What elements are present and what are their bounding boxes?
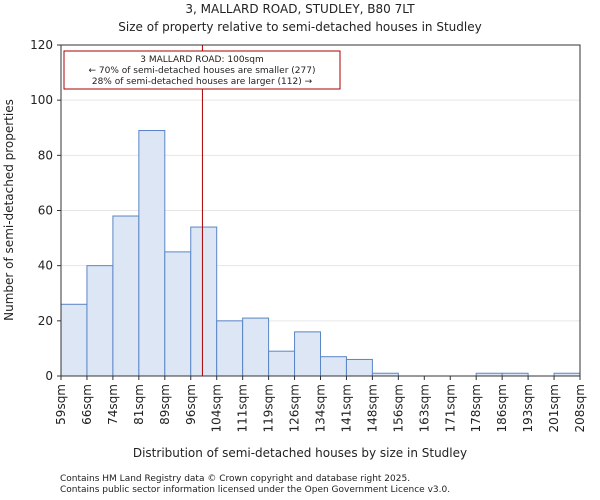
y-tick-label-80: 80 — [38, 148, 53, 162]
annotation-line-1: 3 MALLARD ROAD: 100sqm — [140, 55, 263, 65]
x-tick-label-66sqm: 66sqm — [80, 384, 94, 425]
x-tick-label-148sqm: 148sqm — [365, 384, 379, 432]
bar-141sqm — [345, 358, 373, 377]
x-tick-label-126sqm: 126sqm — [288, 384, 302, 432]
x-tick-label-81sqm: 81sqm — [132, 384, 146, 425]
bar-66sqm — [86, 265, 114, 377]
chart-subtitle: Size of property relative to semi-detach… — [118, 20, 481, 34]
x-tick-label-208sqm: 208sqm — [573, 384, 587, 432]
bars — [60, 130, 581, 377]
x-tick-label-111sqm: 111sqm — [236, 384, 250, 432]
bar-119sqm — [268, 350, 296, 377]
y-tick-label-60: 60 — [38, 204, 53, 218]
footer-line-1: Contains HM Land Registry data © Crown c… — [60, 474, 410, 484]
y-tick-label-0: 0 — [45, 369, 53, 383]
annotation-box: 3 MALLARD ROAD: 100sqm ← 70% of semi-det… — [63, 50, 341, 90]
annotation-frame — [63, 50, 341, 90]
x-tick-label-96sqm: 96sqm — [184, 384, 198, 425]
annotation-line-3: 28% of semi-detached houses are larger (… — [92, 77, 313, 87]
x-tick-label-156sqm: 156sqm — [391, 384, 405, 432]
footer-line-2: Contains public sector information licen… — [60, 485, 450, 495]
x-tick-label-59sqm: 59sqm — [54, 384, 68, 425]
bar-89sqm — [164, 251, 192, 377]
x-tick-label-141sqm: 141sqm — [339, 384, 353, 432]
x-tick-label-134sqm: 134sqm — [314, 384, 328, 432]
y-axis-ticks: 0 20 40 60 80 100 120 — [30, 38, 61, 383]
plot-frame — [60, 44, 581, 377]
x-tick-label-163sqm: 163sqm — [417, 384, 431, 432]
y-tick-label-120: 120 — [30, 38, 53, 52]
x-tick-label-186sqm: 186sqm — [495, 384, 509, 432]
annotation-line-2: ← 70% of semi-detached houses are smalle… — [89, 66, 316, 76]
x-tick-label-171sqm: 171sqm — [443, 384, 457, 432]
bar-81sqm — [138, 130, 166, 377]
bar-74sqm — [112, 215, 140, 377]
chart-title: 3, MALLARD ROAD, STUDLEY, B80 7LT — [185, 2, 415, 16]
bar-59sqm — [60, 303, 88, 377]
bar-111sqm — [242, 317, 270, 377]
x-axis-label: Distribution of semi-detached houses by … — [133, 446, 467, 460]
x-tick-label-89sqm: 89sqm — [158, 384, 172, 425]
bar-126sqm — [294, 331, 321, 377]
x-tick-label-201sqm: 201sqm — [547, 384, 561, 432]
y-tick-label-20: 20 — [38, 314, 53, 328]
bar-134sqm — [320, 356, 347, 377]
bar-96sqm — [190, 226, 218, 377]
y-tick-label-100: 100 — [30, 93, 53, 107]
x-tick-label-74sqm: 74sqm — [106, 384, 120, 425]
bar-104sqm — [216, 320, 244, 377]
x-tick-label-119sqm: 119sqm — [262, 384, 276, 432]
x-tick-label-193sqm: 193sqm — [521, 384, 535, 432]
x-tick-label-104sqm: 104sqm — [210, 384, 224, 432]
y-axis-label: Number of semi-detached properties — [2, 99, 16, 321]
y-tick-label-40: 40 — [38, 259, 53, 273]
x-axis-ticks: 59sqm 66sqm 74sqm 81sqm 89sqm 96sqm 104sqm 111s… — [54, 376, 587, 432]
x-tick-label-178sqm: 178sqm — [469, 384, 483, 432]
